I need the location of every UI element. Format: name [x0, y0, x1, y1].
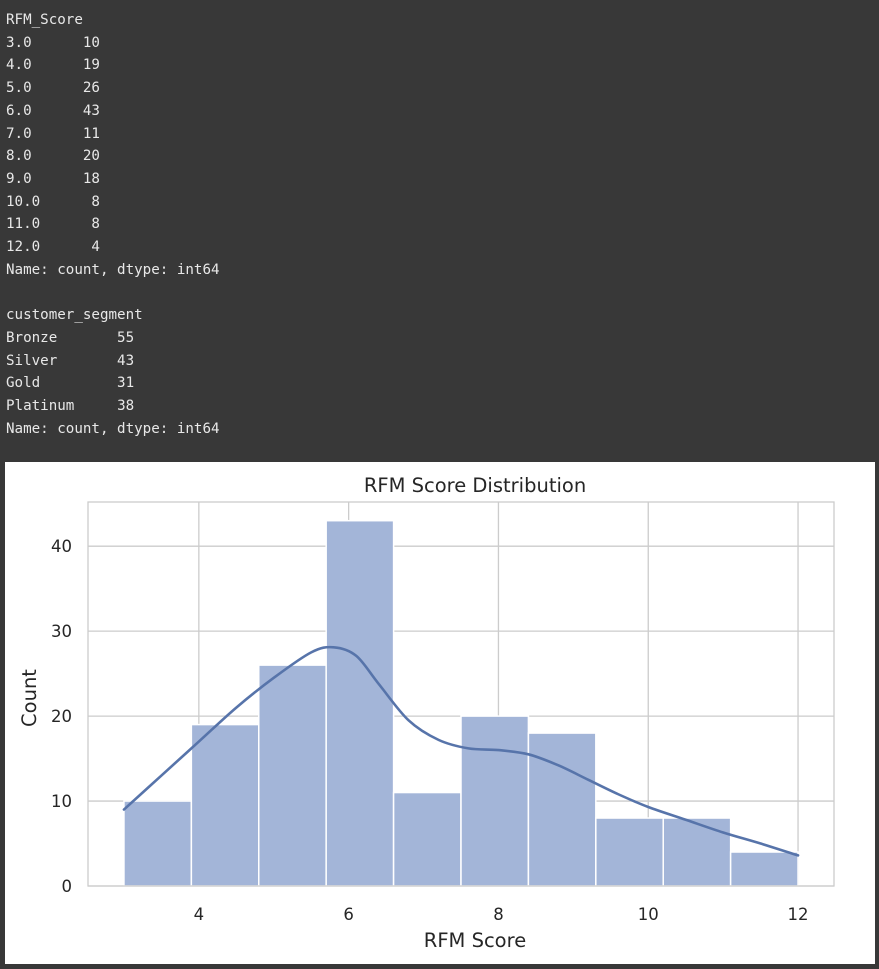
segment-count-row-value: 43: [117, 352, 135, 369]
rfm-count-row-key: 3.0: [6, 34, 32, 51]
cell-output-text: RFM_Score 3.0 10 4.0 19 5.0 26 6.0 43 7.…: [6, 9, 220, 440]
x-tick-label: 8: [493, 905, 504, 924]
histogram-chart: RFM Score Distribution 4 6 8 10 12 0 10 20 30 40…: [5, 462, 875, 964]
x-tick-label: 12: [788, 905, 809, 924]
segment-count-row-key: Silver: [6, 352, 58, 369]
segment-count-row: Platinum 38: [6, 398, 134, 414]
histogram-bar: [527, 732, 597, 887]
y-tick-label: 0: [62, 877, 73, 896]
kde-layer: [122, 645, 800, 857]
segment-count-row-key: Platinum: [6, 397, 75, 414]
segment-counts-header: customer_segment: [6, 307, 143, 324]
segment-counts-footer: Name: count, dtype: int64: [6, 420, 220, 437]
segment-counts-rows: Bronze 55 Silver 43 Gold 31 Platinum 38: [6, 330, 134, 414]
chart-title: RFM Score Distribution: [364, 474, 586, 497]
rfm-count-row: 7.0 11: [6, 126, 100, 142]
rfm-count-row: 5.0 26: [6, 80, 100, 96]
rfm-count-row-key: 5.0: [6, 80, 32, 97]
rfm-counts-rows: 3.0 10 4.0 19 5.0 26 6.0 43 7.0 11 8.0 2…: [6, 35, 100, 255]
rfm-count-row: 3.0 10: [6, 35, 100, 51]
rfm-count-row-value: 4: [91, 239, 100, 256]
y-tick-label: 10: [51, 792, 72, 811]
histogram-bar: [662, 817, 732, 887]
rfm-counts-footer: Name: count, dtype: int64: [6, 261, 220, 278]
segment-count-row-value: 38: [117, 397, 135, 414]
rfm-count-row-value: 19: [82, 57, 100, 74]
rfm-count-row-value: 26: [82, 80, 100, 97]
rfm-count-row-key: 12.0: [6, 239, 41, 256]
rfm-count-row: 9.0 18: [6, 171, 100, 187]
rfm-count-row: 10.0 8: [6, 194, 100, 210]
rfm-count-row-value: 11: [82, 125, 100, 142]
rfm-count-row-key: 9.0: [6, 170, 32, 187]
histogram-bar: [123, 800, 193, 887]
segment-count-row-value: 55: [117, 329, 135, 346]
segment-count-row-key: Bronze: [6, 329, 58, 346]
figure-background: [5, 462, 875, 964]
x-tick-label: 10: [638, 905, 659, 924]
histogram-bar: [460, 715, 530, 887]
y-axis-label: Count: [18, 669, 41, 727]
rfm-count-row-value: 8: [91, 193, 100, 210]
segment-count-row-key: Gold: [6, 375, 41, 392]
rfm-count-row: 12.0 4: [6, 239, 100, 255]
histogram-bar: [729, 851, 799, 887]
rfm-count-row-key: 10.0: [6, 193, 41, 210]
rfm-count-row-value: 10: [82, 34, 100, 51]
rfm-count-row: 8.0 20: [6, 148, 100, 164]
x-axis-label: RFM Score: [424, 929, 526, 952]
segment-counts-block: customer_segment Bronze 55 Silver 43 Gol…: [6, 307, 220, 437]
rfm-counts-header: RFM_Score: [6, 12, 83, 28]
rfm-count-row-key: 7.0: [6, 125, 32, 142]
histogram-bar: [595, 817, 664, 887]
segment-count-row-value: 31: [117, 375, 135, 392]
x-tick-labels: 4 6 8 10 12: [194, 905, 809, 924]
rfm-count-row: 4.0 19: [6, 57, 100, 73]
histogram-bar: [392, 791, 462, 887]
segment-count-row: Bronze 55: [6, 330, 134, 346]
y-tick-label: 30: [51, 622, 72, 641]
x-tick-label: 6: [343, 905, 354, 924]
rfm-count-row: 6.0 43: [6, 103, 100, 119]
rfm-count-row-value: 18: [82, 170, 100, 187]
rfm-count-row-key: 8.0: [6, 148, 32, 165]
y-tick-label: 20: [51, 707, 72, 726]
axes-frame: [87, 501, 835, 887]
rfm-count-row: 11.0 8: [6, 216, 100, 232]
rfm-count-row-key: 11.0: [6, 216, 41, 233]
kde-curve: [122, 645, 800, 857]
segment-count-row: Silver 43: [6, 353, 134, 369]
histogram-bar: [325, 519, 395, 887]
histogram-bar: [258, 664, 327, 887]
rfm-count-row-key: 4.0: [6, 57, 32, 74]
plot-output: RFM Score Distribution 4 6 8 10 12 0 10 20 30 40…: [5, 462, 875, 964]
y-tick-labels: 0 10 20 30 40: [51, 537, 72, 896]
rfm-count-row-key: 6.0: [6, 102, 32, 119]
rfm-count-row-value: 43: [82, 102, 100, 119]
segment-count-row: Gold 31: [6, 375, 134, 391]
y-tick-label: 40: [51, 537, 72, 556]
rfm-count-row-value: 8: [91, 216, 100, 233]
rfm-count-row-value: 20: [82, 148, 100, 165]
histogram-bar: [190, 723, 260, 887]
rfm-counts-block: RFM_Score 3.0 10 4.0 19 5.0 26 6.0 43 7.…: [6, 12, 220, 278]
x-tick-label: 4: [194, 905, 205, 924]
